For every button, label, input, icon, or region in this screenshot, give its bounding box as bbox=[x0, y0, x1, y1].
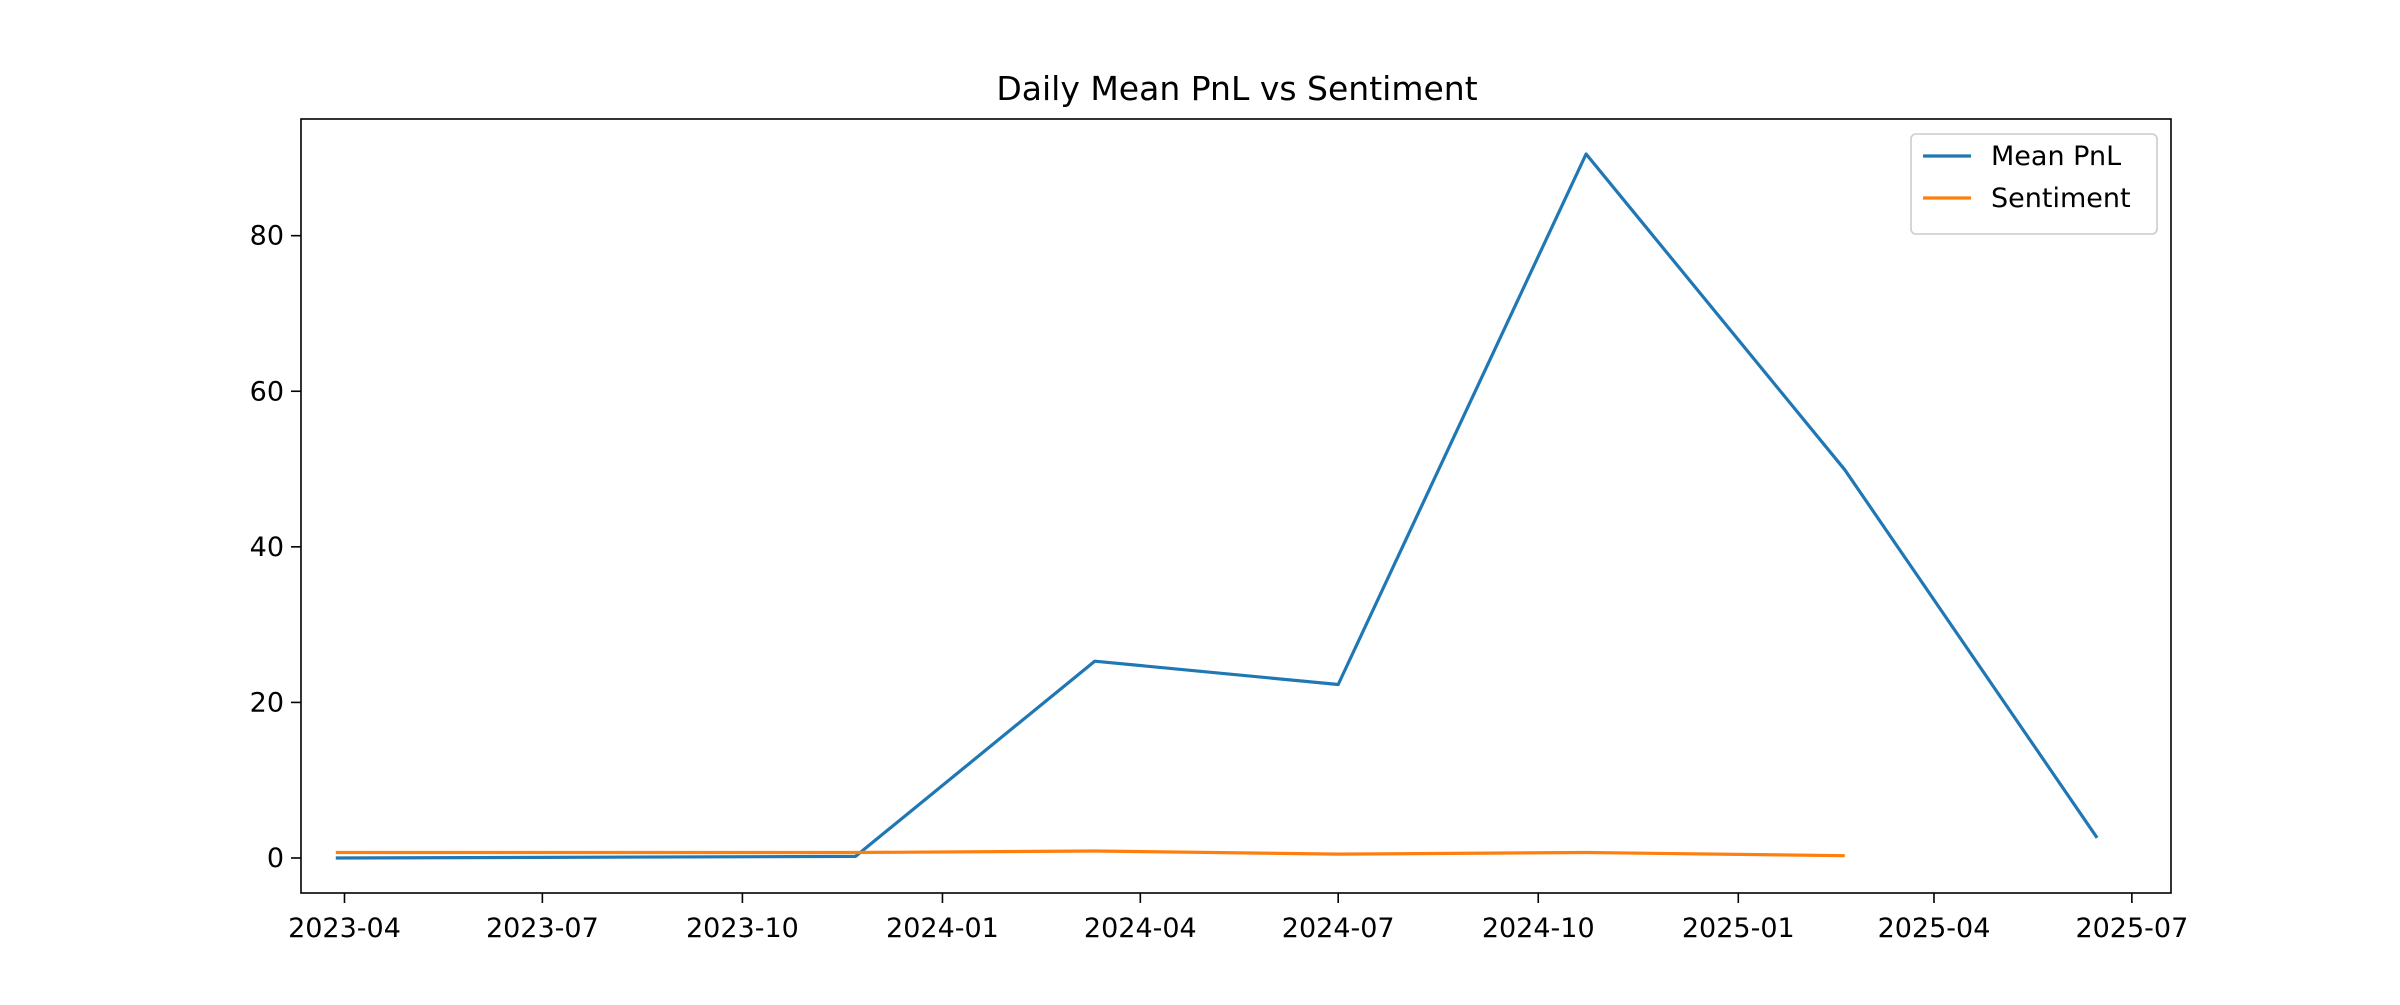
chart-title: Daily Mean PnL vs Sentiment bbox=[996, 69, 1477, 108]
x-tick-label: 2024-04 bbox=[1084, 913, 1197, 944]
y-tick-label: 0 bbox=[267, 843, 284, 874]
legend-label-mean-pnl: Mean PnL bbox=[1991, 141, 2121, 172]
legend-label-sentiment: Sentiment bbox=[1991, 183, 2131, 214]
legend: Mean PnL Sentiment bbox=[1910, 133, 2158, 235]
series-layer bbox=[335, 152, 2099, 860]
legend-box bbox=[1910, 133, 2158, 235]
y-tick-label: 80 bbox=[250, 221, 284, 252]
x-tick-label: 2024-01 bbox=[886, 913, 999, 944]
series-line-mean-pnl bbox=[335, 152, 2099, 860]
axes-layer: 2023-04 2023-07 2023-10 2024-01 2024-04 2024-… bbox=[250, 118, 2188, 944]
x-tick-label: 2025-07 bbox=[2075, 913, 2188, 944]
x-tick-label: 2024-10 bbox=[1482, 913, 1595, 944]
series-line-sentiment bbox=[335, 849, 1845, 858]
x-tick-label: 2023-10 bbox=[686, 913, 799, 944]
y-tick-label: 60 bbox=[250, 376, 284, 407]
x-tick-label: 2024-07 bbox=[1282, 913, 1395, 944]
plot-frame bbox=[300, 118, 2172, 894]
x-tick-label: 2025-01 bbox=[1682, 913, 1795, 944]
x-tick-label: 2023-07 bbox=[486, 913, 599, 944]
y-tick-label: 40 bbox=[250, 532, 284, 563]
x-tick-label: 2023-04 bbox=[288, 913, 401, 944]
y-tick-label: 20 bbox=[250, 687, 284, 718]
x-tick-label: 2025-04 bbox=[1878, 913, 1991, 944]
